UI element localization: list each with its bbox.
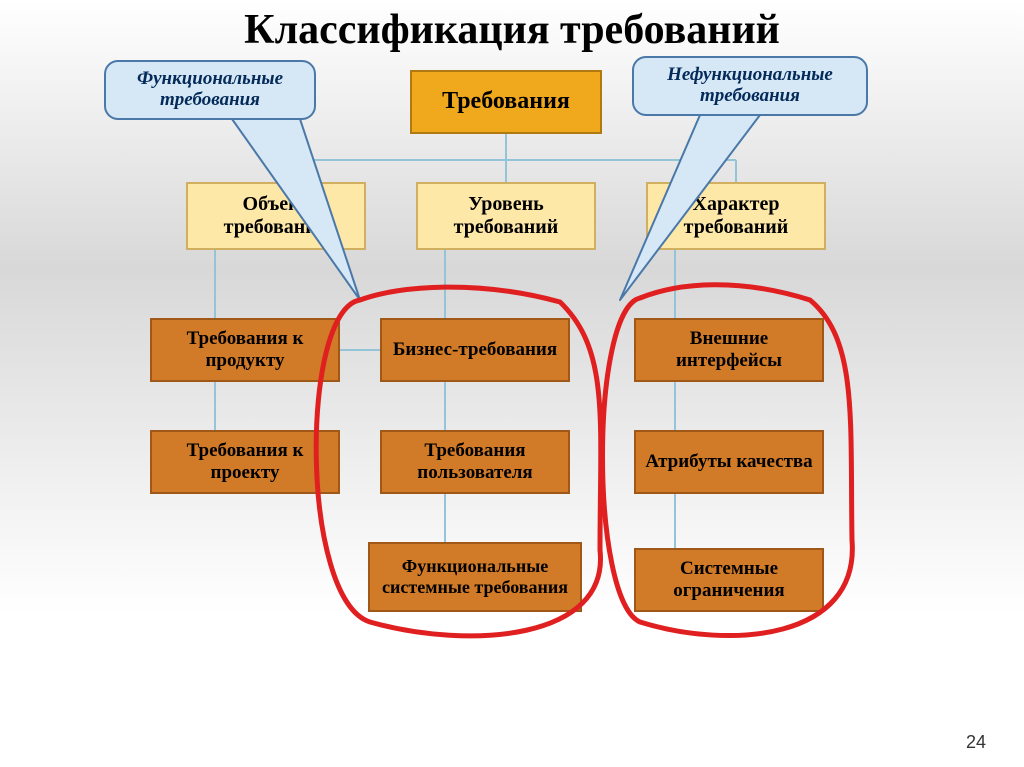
leaf-label: Бизнес-требования [393,339,557,361]
category-node-character: Характер требований [646,182,826,250]
category-node-object: Объект требований [186,182,366,250]
leaf-business-req: Бизнес-требования [380,318,570,382]
leaf-project-req: Требования к проекту [150,430,340,494]
leaf-label: Требования пользователя [388,440,562,484]
callout-functional: Функциональные требования [104,60,316,120]
leaf-label: Системные ограничения [642,558,816,602]
leaf-sys-constraints: Системные ограничения [634,548,824,612]
leaf-product-req: Требования к продукту [150,318,340,382]
page-number: 24 [966,732,986,753]
leaf-label: Атрибуты качества [645,451,812,473]
root-node: Требования [410,70,602,134]
cat-label: Характер требований [654,193,818,239]
leaf-label: Функциональные системные требования [376,556,574,597]
leaf-user-req: Требования пользователя [380,430,570,494]
leaf-quality-attr: Атрибуты качества [634,430,824,494]
leaf-label: Требования к проекту [158,440,332,484]
leaf-external-if: Внешние интерфейсы [634,318,824,382]
slide-title: Классификация требований [0,0,1024,54]
category-node-level: Уровень требований [416,182,596,250]
cat-label: Объект требований [194,193,358,239]
callout-label: Функциональные требования [106,69,314,111]
cat-label: Уровень требований [424,193,588,239]
leaf-func-sys-req: Функциональные системные требования [368,542,582,612]
leaf-label: Требования к продукту [158,328,332,372]
callout-nonfunctional: Нефункциональные требования [632,56,868,116]
callout-label: Нефункциональные требования [634,65,866,107]
root-label: Требования [442,88,570,116]
leaf-label: Внешние интерфейсы [642,328,816,372]
